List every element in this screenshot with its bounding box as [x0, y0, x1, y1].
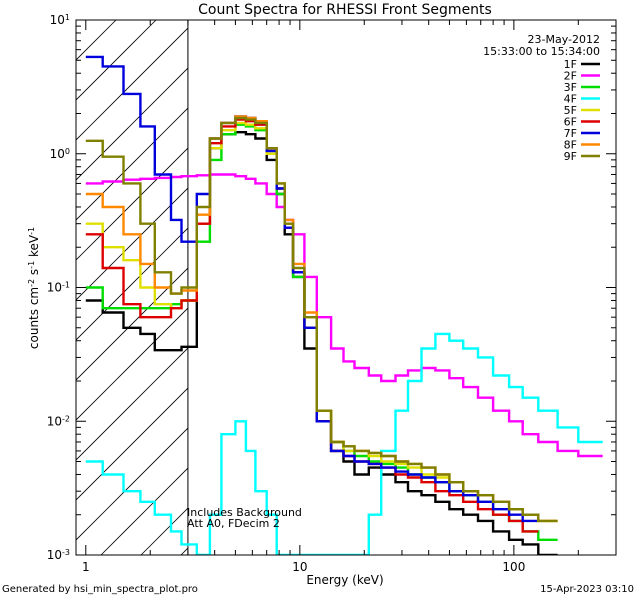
legend-label-9F: 9F [564, 150, 577, 163]
series-line-6F [85, 118, 539, 533]
y-tick-label: 10-1 [47, 280, 70, 295]
y-label-mid: s [27, 269, 41, 279]
y-label-exp1: -2 [27, 279, 36, 287]
series-line-9F [85, 116, 558, 523]
y-label-exp2: -1 [27, 261, 36, 269]
series-line-4F [85, 332, 603, 555]
legend-label-5F: 5F [564, 104, 577, 117]
y-label-unit: keV [27, 234, 41, 261]
date-label: 23-May-2012 [528, 33, 600, 46]
legend-label-1F: 1F [564, 58, 577, 71]
x-tick-label: 10 [292, 560, 307, 574]
axis-ticks: 1 10 100 10-3 10-2 10-1 100 101 [47, 13, 617, 574]
footer-timestamp: 15-Apr-2023 03:10 [540, 584, 634, 595]
series-line-3F [85, 123, 558, 541]
legend-label-2F: 2F [564, 70, 577, 83]
y-tick-label: 101 [50, 13, 70, 28]
hatch-line [76, 27, 188, 141]
legend-label-6F: 6F [564, 116, 577, 129]
x-tick-label: 100 [502, 560, 525, 574]
annotation-background: Includes Background [187, 506, 302, 519]
legend-label-8F: 8F [564, 139, 577, 152]
x-axis-label: Energy (keV) [306, 573, 383, 587]
series-line-5F [85, 121, 558, 523]
legend-label-7F: 7F [564, 127, 577, 140]
y-tick-label: 100 [50, 146, 70, 161]
y-label-base: counts cm [27, 287, 41, 349]
hatch-line [76, 387, 188, 501]
hatch-line [76, 427, 188, 541]
annotation-attenuator: Att A0, FDecim 2 [187, 517, 280, 530]
hatch-line [76, 227, 188, 341]
x-tick-label: 1 [82, 560, 90, 574]
series-group [85, 55, 603, 555]
hatch-line [76, 107, 188, 221]
time-range-label: 15:33:00 to 15:34:00 [483, 45, 600, 58]
legend-label-4F: 4F [564, 93, 577, 106]
hatch-line [76, 67, 188, 181]
footer-generated-by: Generated by hsi_min_spectra_plot.pro [2, 584, 198, 595]
series-line-2F [85, 173, 603, 458]
series-line-1F [85, 131, 558, 555]
y-tick-label: 10-2 [47, 414, 70, 429]
chart-title: Count Spectra for RHESSI Front Segments [198, 2, 492, 18]
legend-label-3F: 3F [564, 81, 577, 94]
y-axis-label: counts cm-2 s-1 keV-1 [27, 227, 42, 349]
y-label-exp3: -1 [27, 227, 36, 235]
y-tick-label: 10-3 [47, 548, 70, 563]
